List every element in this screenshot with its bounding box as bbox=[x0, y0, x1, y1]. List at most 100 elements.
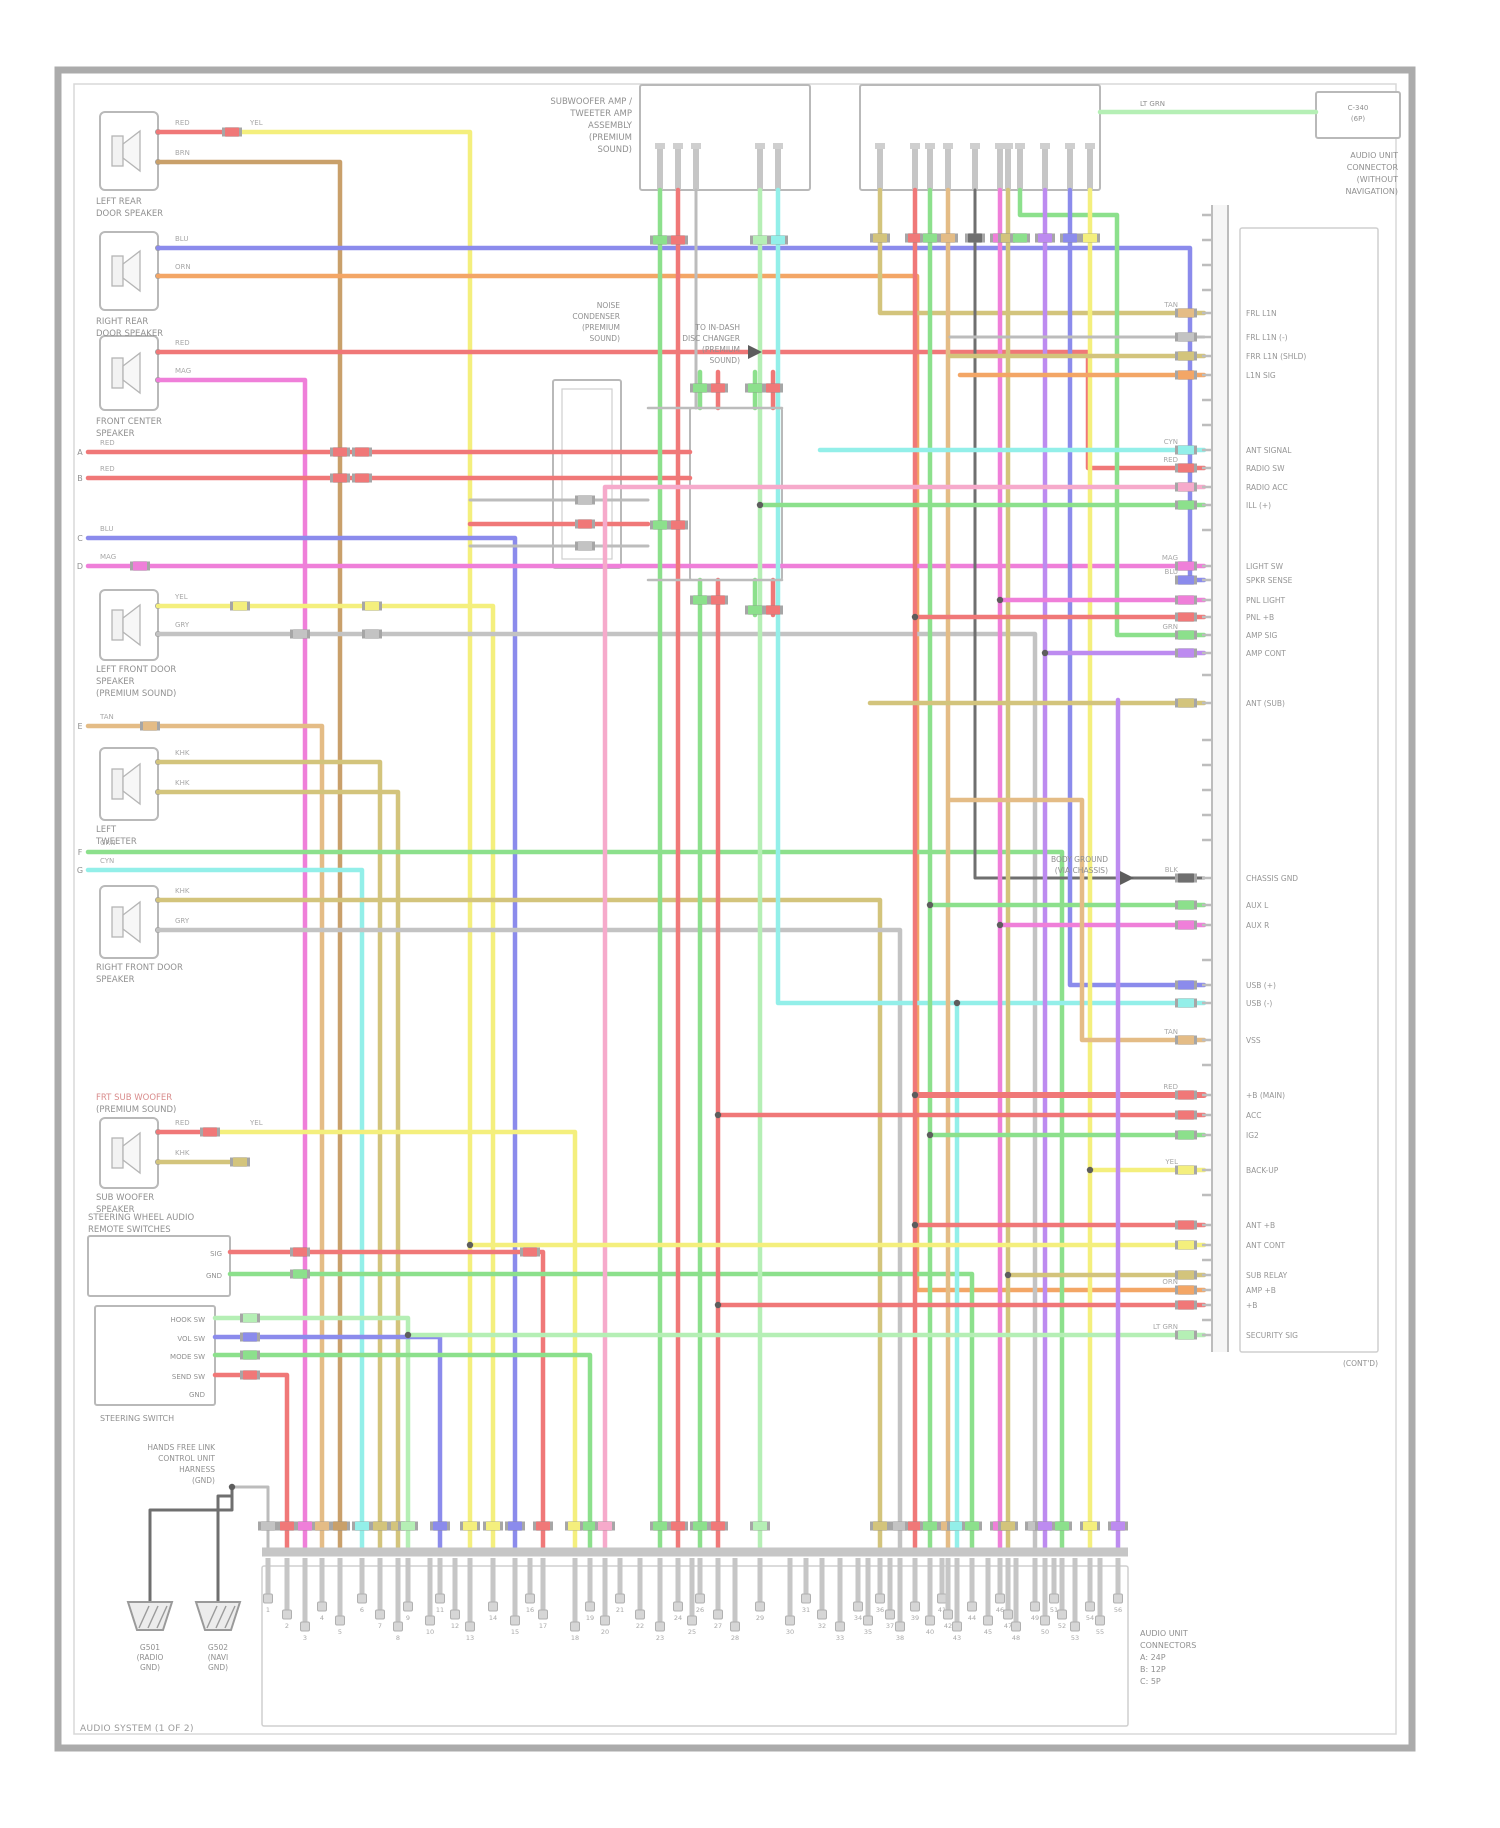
pin bbox=[490, 1558, 496, 1602]
wire-color-label: ORN bbox=[1162, 1278, 1178, 1286]
pin bbox=[945, 1558, 951, 1610]
connector bbox=[484, 1521, 502, 1531]
connector-cap bbox=[575, 541, 578, 551]
connector-cap bbox=[1194, 900, 1197, 910]
connector bbox=[331, 473, 349, 483]
label: C-340 (6P) bbox=[1348, 104, 1369, 123]
connector-cap bbox=[1194, 595, 1197, 605]
wire bbox=[877, 187, 1207, 316]
connector-cap bbox=[708, 1521, 711, 1531]
pin-tip bbox=[695, 1593, 705, 1604]
pin-tip bbox=[375, 1609, 385, 1620]
connector-cap bbox=[745, 383, 748, 393]
speaker-magnet bbox=[111, 768, 124, 800]
ground-hatch bbox=[138, 1605, 150, 1629]
pin bbox=[757, 148, 763, 190]
connector bbox=[1176, 1270, 1196, 1280]
label: KHK bbox=[175, 749, 190, 757]
pin bbox=[1115, 1558, 1121, 1594]
wire bbox=[1067, 187, 1207, 988]
connector bbox=[241, 1370, 259, 1380]
pin bbox=[1067, 148, 1073, 190]
connector-cap bbox=[369, 473, 372, 483]
connector bbox=[1036, 233, 1054, 243]
connector-cap bbox=[780, 605, 783, 615]
speaker-cone-icon bbox=[122, 249, 141, 293]
pin-tip bbox=[1049, 1593, 1059, 1604]
connector bbox=[1176, 920, 1196, 930]
label: STEERING WHEEL AUDIO REMOTE SWITCHES bbox=[88, 1213, 194, 1235]
junction-dot bbox=[756, 501, 764, 509]
connector-cap bbox=[690, 383, 693, 393]
connector-cap bbox=[1175, 1330, 1178, 1340]
junction-dot bbox=[926, 1131, 934, 1139]
wire bbox=[155, 759, 383, 1555]
connector-cap bbox=[1175, 998, 1178, 1008]
junction-dot bbox=[1004, 1271, 1012, 1279]
wire bbox=[215, 1129, 578, 1555]
label: RED bbox=[100, 439, 115, 447]
speaker-magnet bbox=[111, 135, 124, 167]
connector-cap bbox=[247, 1157, 250, 1167]
pin-signal-label: BACK-UP bbox=[1246, 1166, 1279, 1175]
pin-number: 2 bbox=[285, 1622, 289, 1630]
connector-cap bbox=[1175, 980, 1178, 990]
connector bbox=[353, 473, 371, 483]
connector-cap bbox=[290, 629, 293, 639]
connector bbox=[131, 561, 149, 571]
connector bbox=[1176, 482, 1196, 492]
speaker-magnet bbox=[111, 1137, 124, 1169]
connector-cap bbox=[745, 605, 748, 615]
connector-cap bbox=[990, 1521, 993, 1531]
connector-cap bbox=[1069, 1521, 1072, 1531]
pin bbox=[617, 1558, 623, 1594]
connector-cap bbox=[750, 1521, 753, 1531]
pin bbox=[897, 1558, 903, 1622]
pin-number: 39 bbox=[911, 1614, 919, 1622]
pin-tip bbox=[863, 1615, 873, 1626]
pin-signal-label: +B (MAIN) bbox=[1246, 1091, 1285, 1100]
connector-cap bbox=[708, 383, 711, 393]
label: RIGHT FRONT DOOR SPEAKER bbox=[96, 963, 183, 985]
connector bbox=[371, 1521, 389, 1531]
pin-number: 21 bbox=[616, 1606, 624, 1614]
wire bbox=[775, 187, 1207, 1006]
ground-hatch bbox=[215, 1605, 227, 1629]
pin-tip bbox=[730, 1621, 740, 1632]
pin-tip bbox=[835, 1621, 845, 1632]
connector-cap bbox=[1077, 233, 1080, 243]
pin-tip bbox=[263, 1593, 273, 1604]
connector-box bbox=[1315, 91, 1401, 139]
pin-signal-label: SPKR SENSE bbox=[1246, 576, 1293, 585]
pin bbox=[675, 148, 681, 190]
pin bbox=[927, 148, 933, 190]
pin-signal-label: PNL +B bbox=[1246, 613, 1274, 622]
connector-cap bbox=[1175, 920, 1178, 930]
label: GND bbox=[189, 1391, 205, 1399]
pin-tip bbox=[488, 1601, 498, 1612]
connector bbox=[963, 1521, 981, 1531]
pin-signal-label: FRL L1N (-) bbox=[1246, 333, 1288, 342]
junction-dot bbox=[953, 999, 961, 1007]
pin-number: 4 bbox=[320, 1614, 324, 1622]
pin-label-panel bbox=[1239, 227, 1379, 1353]
pin-cap bbox=[755, 143, 765, 149]
wire bbox=[85, 723, 325, 1555]
connector bbox=[278, 1521, 296, 1531]
label: LEFT TWEETER bbox=[95, 825, 137, 847]
pin-tip bbox=[585, 1601, 595, 1612]
connector-cap bbox=[277, 1521, 280, 1531]
connector-cap bbox=[247, 601, 250, 611]
connector bbox=[431, 1521, 449, 1531]
connector-cap bbox=[222, 127, 225, 137]
junction-dot bbox=[911, 613, 919, 621]
connector-cap bbox=[1194, 370, 1197, 380]
label: YEL bbox=[249, 1119, 263, 1127]
arrow-icon bbox=[748, 345, 762, 359]
connector-cap bbox=[1125, 1521, 1128, 1531]
pin-cap bbox=[925, 143, 935, 149]
pin-tip bbox=[655, 1621, 665, 1632]
label: HOOK SW bbox=[171, 1316, 206, 1324]
pin-tip bbox=[713, 1609, 723, 1620]
connector-cap bbox=[347, 473, 350, 483]
